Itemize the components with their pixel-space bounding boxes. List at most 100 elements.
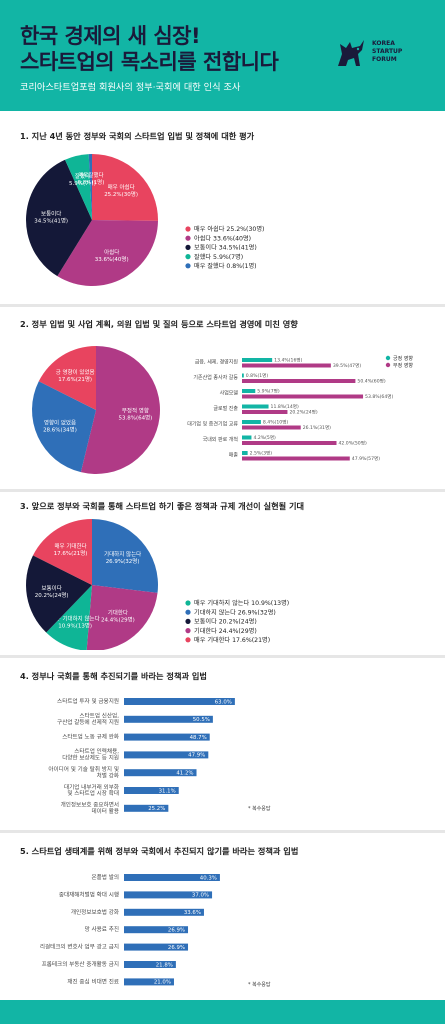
slice-label: 영향이 없었음 (44, 419, 76, 427)
slice-value-label: 33.6%(40명) (95, 256, 129, 263)
bar-category-label: 스타트업 노동 규제 완화 (62, 733, 119, 741)
bar (124, 961, 176, 968)
bar (124, 943, 189, 951)
bar-category-label: 금융, 세제, 경영지원 (195, 359, 239, 366)
bar-category-label: 구산업 갈등에 선제적 지원 (57, 718, 119, 726)
page-subtitle: 코리아스타트업포럼 회원사의 정부·국회에 대한 인식 조사 (20, 82, 241, 93)
bar-category-label: 대기업 내부거래 외부화 (64, 783, 119, 791)
bar-value-label: 53.8%(64명) (365, 393, 393, 400)
slice-value-label: 5.9%(7명) (69, 180, 96, 187)
legend-swatch (185, 244, 191, 250)
bar-value-label: 21.8% (156, 962, 173, 968)
pie-slice (80, 346, 161, 474)
bar-value-label: 2.5%(3명) (250, 450, 273, 457)
pie-slice (92, 154, 158, 221)
logo-text-1: KOREA (372, 40, 395, 47)
logo-text-3: FORUM (372, 56, 397, 63)
footnote: * 복수응답 (248, 981, 271, 988)
slice-label: 긍 영향이 있었음 (56, 368, 95, 376)
bar-value-label: 4.2%(5명) (253, 434, 276, 441)
bar-value-label: 11.8%(14명) (271, 403, 299, 410)
bar (242, 358, 273, 362)
bar-value-label: 25.2% (148, 806, 165, 812)
bar-category-label: 아이디어 및 기술 탈취 방지 및 (48, 765, 119, 773)
pie-slice (88, 154, 92, 220)
bar-value-label: 26.1%(31명) (303, 424, 331, 431)
bar (124, 874, 220, 881)
bar-category-label: 개인정보보호 중요하면서 (61, 801, 119, 809)
slice-value-label: 17.6%(21명) (58, 376, 92, 383)
bar (242, 373, 244, 378)
bar-value-label: 47.9%(57명) (352, 455, 380, 462)
divider (0, 655, 445, 658)
divider (0, 489, 445, 492)
bar (124, 978, 174, 986)
legend-item: 매우 기대하지 않는다 10.9%(13명) (194, 599, 289, 607)
bar (242, 441, 337, 445)
slice-label: 기대한다 (108, 609, 128, 617)
bar-category-label: 매출 (229, 452, 239, 459)
legend-item: 잘했다 5.9%(7명) (194, 253, 243, 261)
slice-label: 기대하지 않는다 (104, 550, 141, 558)
bar-category-label: 사업모델 (220, 390, 239, 397)
bar-value-label: 42.0%(50명) (339, 440, 367, 447)
pie-slice (38, 346, 96, 410)
bar (242, 389, 256, 393)
pie-slice (33, 519, 92, 585)
legend-item: 매우 기대한다 17.6%(21명) (194, 636, 270, 644)
section5-bar-chart: 온플법 발의 40.3% 중대재해처벌법 확대 시행 37.0% 개인정보보호법 강화 3… (40, 873, 271, 988)
bar-value-label: 63.0% (215, 699, 232, 705)
bar (124, 751, 209, 759)
slice-value-label: 10.9%(13명) (58, 622, 92, 629)
legend-item: 기대한다 24.4%(29명) (194, 627, 257, 635)
legend-swatch (185, 254, 191, 260)
header-banner: 한국 경제의 새 심장! 스타트업의 목소리를 전합니다 코리아스타트업포럼 회… (0, 0, 445, 111)
section5-title: 5. 스타트업 생태계를 위해 정부와 국회에서 추진되지 않기를 바라는 정책… (20, 846, 299, 856)
bar-category-label: 다양한 보상제도 등 지원 (62, 754, 119, 762)
bar-value-label: 21.0% (154, 980, 171, 986)
legend-swatch (385, 362, 391, 368)
slice-label: 매우 기대하지 않는다 (51, 614, 100, 622)
legend-item: 보통이다 34.5%(41명) (194, 244, 257, 252)
slice-value-label: 25.2%(30명) (104, 191, 138, 198)
bar (124, 908, 204, 916)
bar-value-label: 47.9% (188, 753, 205, 759)
slice-label: 매우잘했다 (78, 171, 103, 179)
legend-item: 보통이다 20.2%(24명) (194, 618, 257, 626)
bar (242, 394, 364, 399)
bar-category-label: 스타트업 신산업, (79, 712, 119, 720)
legend-swatch (185, 637, 191, 643)
slice-label: 매우 기대한다 (54, 542, 86, 550)
legend-item: 매우 아쉽다 25.2%(30명) (194, 225, 264, 233)
legend-swatch (185, 609, 191, 615)
bar (124, 769, 197, 777)
bar-category-label: 스타트업 인력채용, (74, 747, 119, 755)
bar-value-label: 8.4%(10명) (263, 419, 289, 426)
slice-label: 보통이다 (41, 209, 61, 217)
bar (124, 787, 179, 794)
bar-category-label: 국내외 판로 개척 (203, 436, 238, 443)
bar-value-label: 48.7% (190, 735, 207, 741)
footer-bar (0, 1000, 445, 1024)
bar-value-label: 40.3% (200, 875, 217, 881)
bar-category-label: 재진 중심 비대면 진료 (67, 977, 119, 985)
bar-category-label: 기존산업 종사자 갈등 (193, 374, 238, 381)
bar (242, 363, 331, 368)
slice-value-label: 0.8%(1명) (78, 179, 105, 186)
legend-item: 긍정 영향 (393, 355, 413, 362)
bar-category-label: 글로벌 진출 (213, 405, 238, 412)
footnote: * 복수응답 (248, 805, 271, 812)
bar-category-label: 처벌 강화 (97, 771, 119, 779)
legend-swatch (185, 618, 191, 624)
legend-swatch (185, 628, 191, 634)
page-title-line1: 한국 경제의 새 심장! (20, 24, 201, 48)
pie-slice (31, 381, 96, 473)
bar (242, 456, 350, 461)
bar-value-label: 26.9% (168, 928, 185, 934)
legend-item: 부정 영향 (393, 362, 413, 369)
legend-item: 매우 잘했다 0.8%(1명) (194, 262, 257, 270)
bar-value-label: 41.2% (176, 771, 193, 777)
bar-category-label: 프롭테크의 부동산 중개활동 금지 (42, 960, 119, 968)
bar (242, 425, 301, 430)
